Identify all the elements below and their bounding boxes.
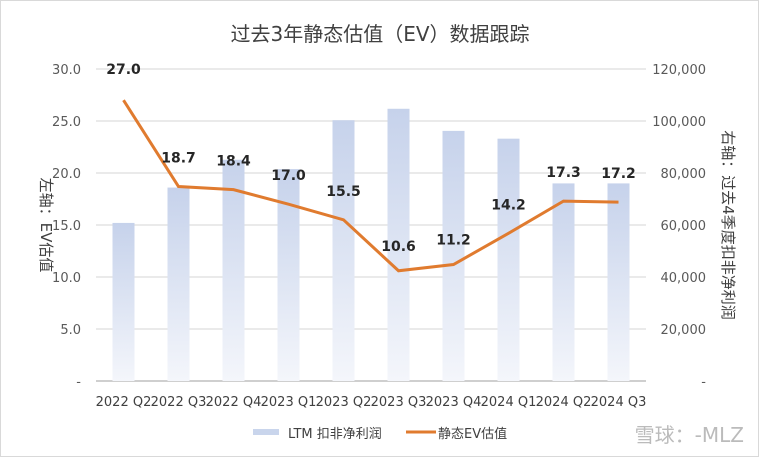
watermark: 雪球：-MLZ [634, 423, 744, 447]
legend-line-label: 静态EV估值 [438, 426, 507, 442]
data-label: 14.2 [491, 197, 526, 213]
x-tick-label: 2024 Q3 [591, 395, 647, 410]
data-label: 10.6 [381, 239, 416, 255]
left-tick-label: 10.0 [52, 271, 81, 286]
x-tick-label: 2022 Q3 [151, 395, 207, 410]
left-tick-label: 20.0 [52, 167, 81, 182]
data-label: 17.0 [271, 168, 306, 184]
right-tick-label: 80,000 [661, 167, 707, 182]
data-label: 18.7 [161, 151, 196, 167]
data-label: 18.4 [216, 154, 251, 170]
bar [112, 222, 135, 381]
ev-line [122, 99, 619, 273]
x-tick-label: 2022 Q4 [206, 395, 262, 410]
data-label: 17.2 [601, 166, 636, 182]
bar [607, 183, 630, 381]
right-tick-label: 100,000 [652, 115, 706, 130]
bar [222, 159, 245, 381]
bar [167, 187, 190, 381]
left-tick-label: - [76, 375, 81, 390]
x-tick-label: 2023 Q4 [426, 395, 482, 410]
legend-bar-label: LTM 扣非净利润 [288, 427, 382, 442]
x-tick-label: 2023 Q2 [316, 395, 372, 410]
x-tick-label: 2024 Q2 [536, 395, 592, 410]
bar [442, 130, 465, 381]
left-tick-label: 15.0 [52, 219, 81, 234]
right-tick-label: 20,000 [661, 323, 707, 338]
x-tick-label: 2023 Q3 [371, 395, 427, 410]
data-label: 17.3 [546, 165, 581, 181]
left-tick-label: 25.0 [52, 115, 81, 130]
right-tick-label: - [701, 375, 706, 390]
data-label: 15.5 [326, 184, 361, 200]
x-tick-label: 2024 Q1 [481, 395, 537, 410]
bar [552, 183, 575, 381]
left-tick-label: 30.0 [52, 63, 81, 78]
right-tick-label: 40,000 [661, 271, 707, 286]
left-tick-label: 5.0 [60, 323, 81, 338]
left-axis-title: 左轴：EV估值 [37, 178, 55, 273]
bar [387, 108, 410, 381]
bar [332, 120, 355, 381]
chart-title: 过去3年静态估值（EV）数据跟踪 [230, 22, 529, 46]
x-tick-label: 2023 Q1 [261, 395, 317, 410]
bar [497, 138, 520, 381]
right-tick-label: 60,000 [661, 219, 707, 234]
legend-bar-swatch [253, 429, 279, 435]
x-tick-label: 2022 Q2 [96, 395, 152, 410]
right-axis-title: 右轴：过去4季度扣非净利润 [719, 130, 737, 320]
data-label: 11.2 [436, 233, 471, 249]
bar [277, 169, 300, 381]
right-tick-label: 120,000 [652, 63, 706, 78]
data-label: 27.0 [106, 62, 141, 78]
